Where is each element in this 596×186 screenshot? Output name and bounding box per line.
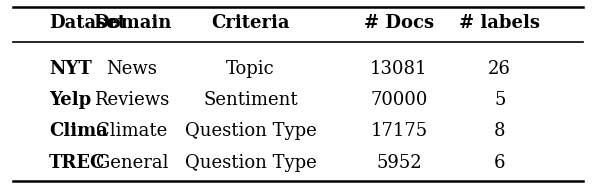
Text: 70000: 70000 <box>370 91 427 109</box>
Text: General: General <box>95 154 168 172</box>
Text: Reviews: Reviews <box>94 91 169 109</box>
Text: Criteria: Criteria <box>212 14 290 32</box>
Text: 17175: 17175 <box>370 122 427 140</box>
Text: 26: 26 <box>488 60 511 78</box>
Text: News: News <box>107 60 157 78</box>
Text: TREC: TREC <box>49 154 105 172</box>
Text: Yelp: Yelp <box>49 91 91 109</box>
Text: Climate: Climate <box>97 122 167 140</box>
Text: 5: 5 <box>494 91 505 109</box>
Text: # Docs: # Docs <box>364 14 434 32</box>
Text: Question Type: Question Type <box>185 122 316 140</box>
Text: # labels: # labels <box>459 14 540 32</box>
Text: Question Type: Question Type <box>185 154 316 172</box>
Text: 6: 6 <box>494 154 505 172</box>
Text: 13081: 13081 <box>370 60 427 78</box>
Text: Domain: Domain <box>93 14 171 32</box>
Text: 8: 8 <box>494 122 505 140</box>
Text: Clima: Clima <box>49 122 108 140</box>
Text: Sentiment: Sentiment <box>203 91 298 109</box>
Text: 5952: 5952 <box>376 154 421 172</box>
Text: Dataset: Dataset <box>49 14 126 32</box>
Text: NYT: NYT <box>49 60 92 78</box>
Text: Topic: Topic <box>226 60 275 78</box>
